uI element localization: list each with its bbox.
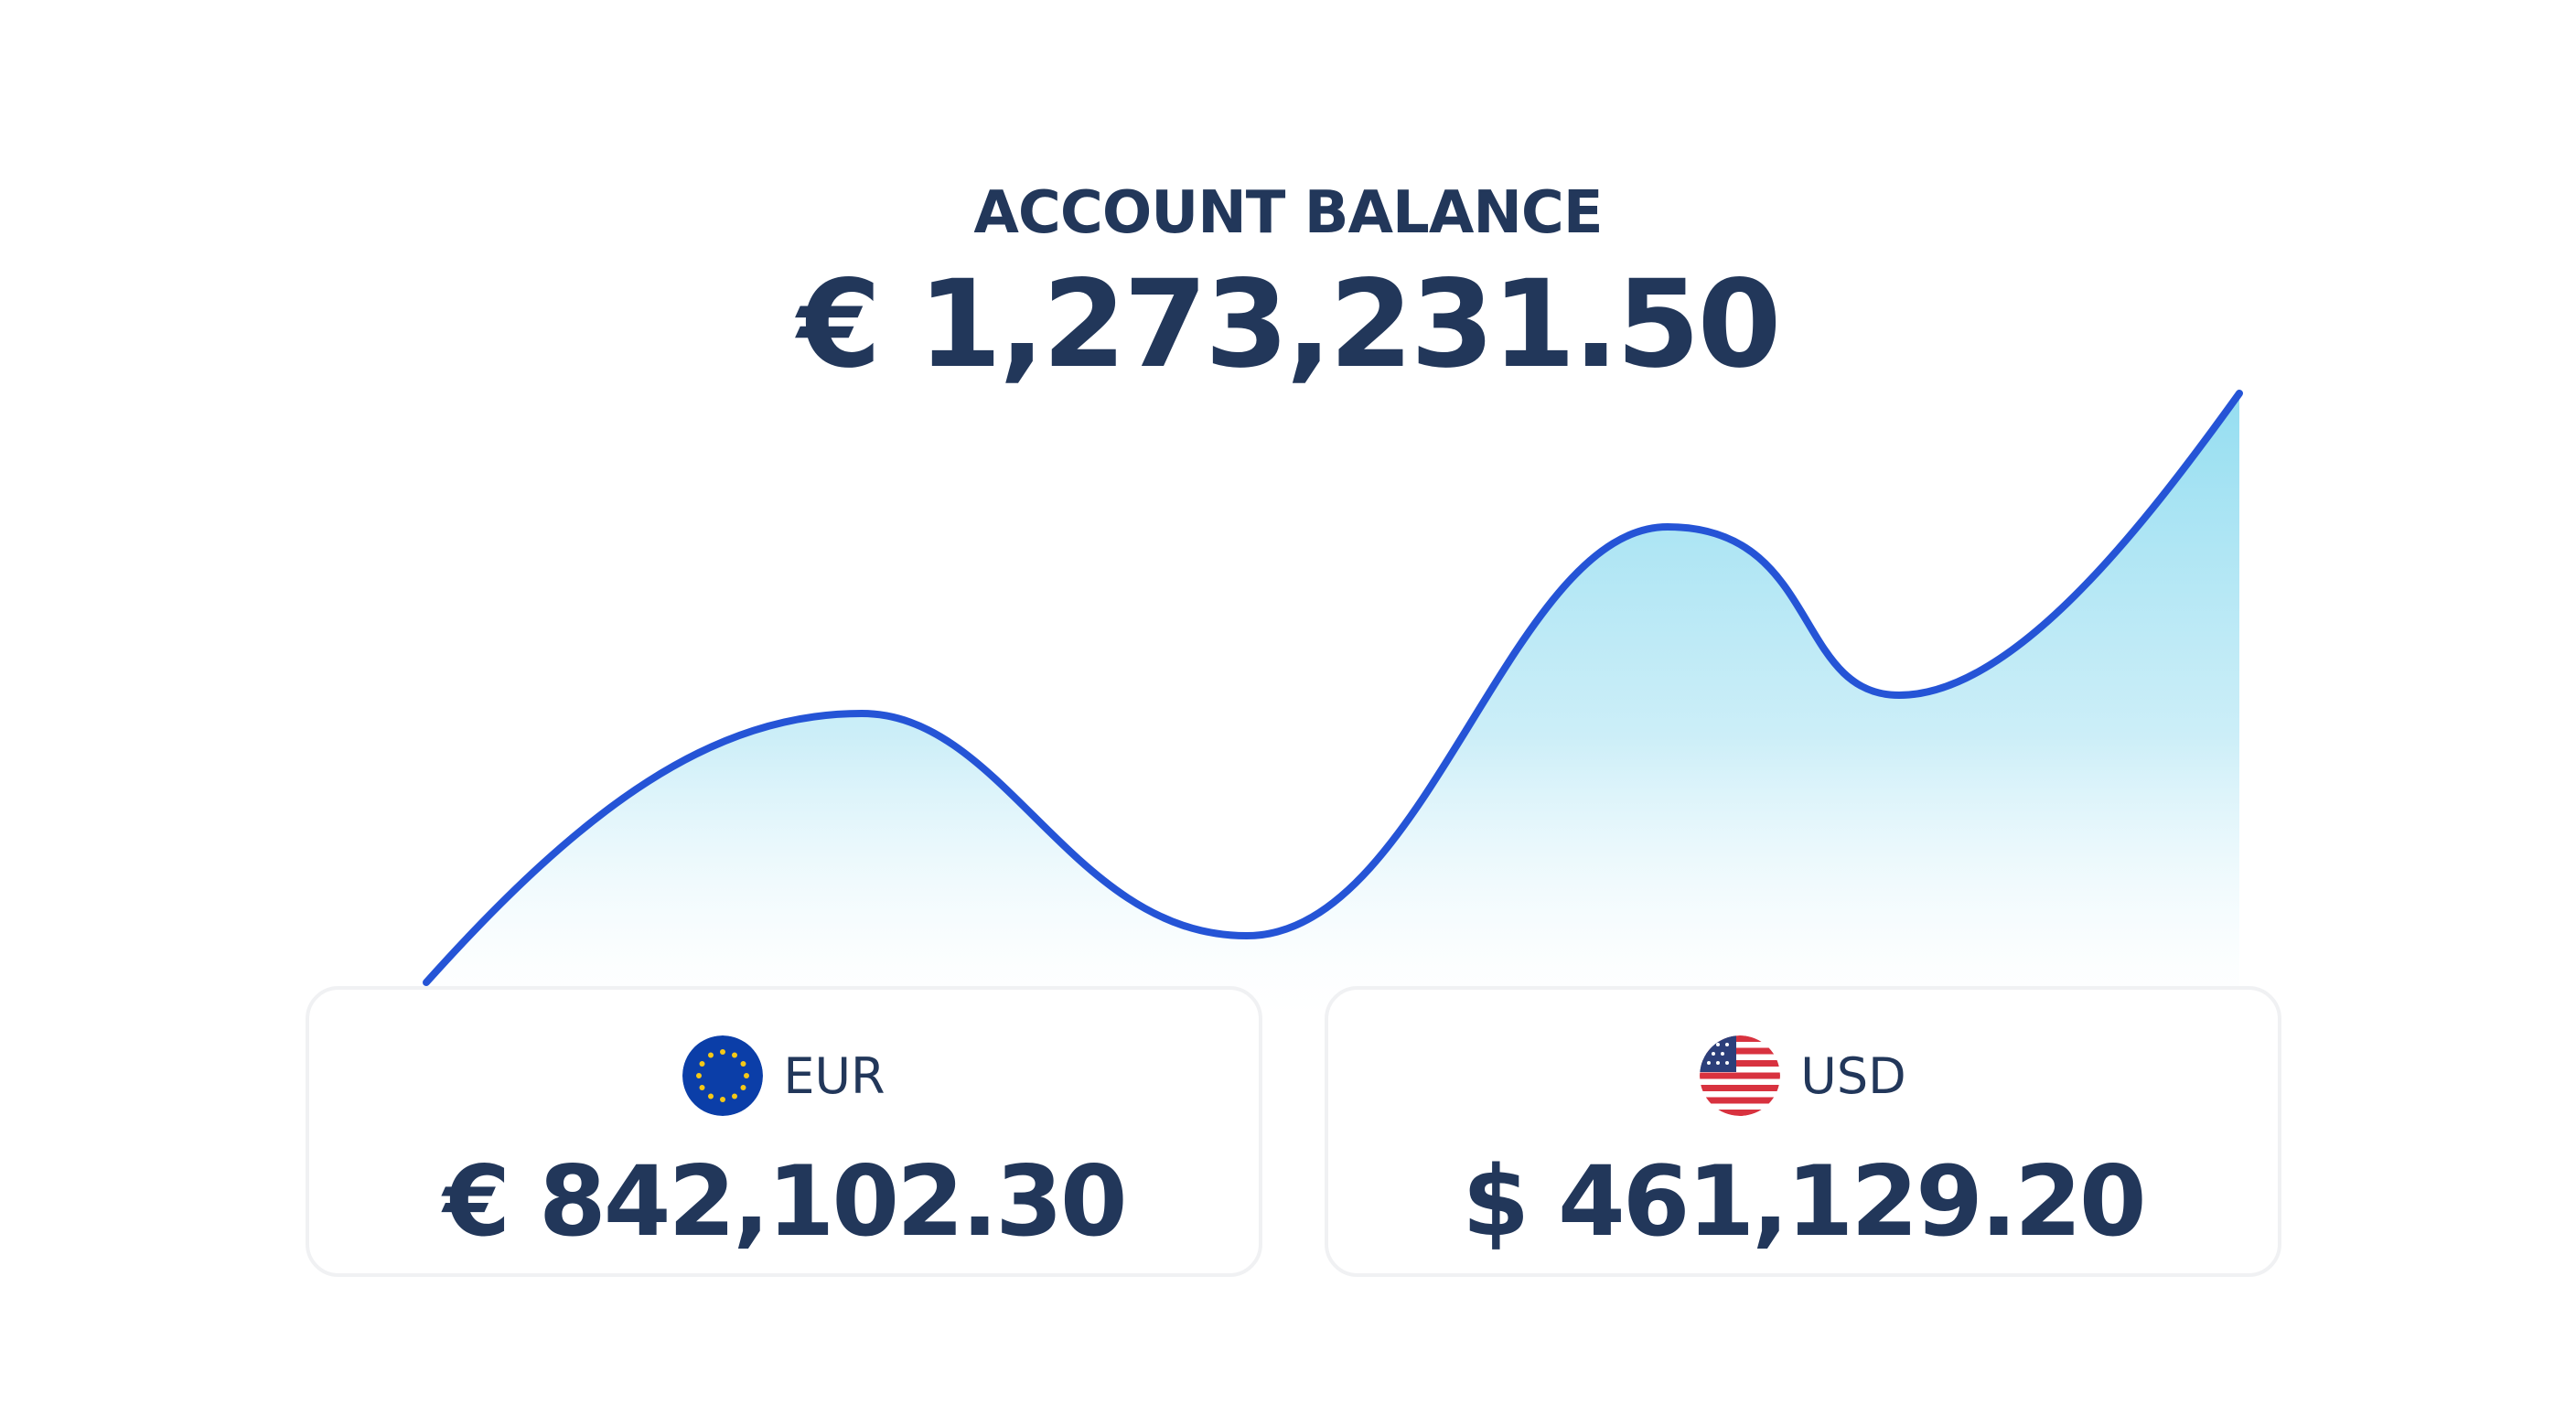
trend-line: [423, 390, 2243, 986]
currency-code: USD: [1800, 1046, 1906, 1105]
account-card-usd[interactable]: USD $ 461,129.20: [1325, 986, 2281, 1277]
eu-flag-icon: [682, 1035, 764, 1116]
currency-code: EUR: [783, 1046, 886, 1105]
account-header: USD: [1328, 1035, 2278, 1116]
account-amount: € 842,102.30: [443, 1145, 1127, 1258]
account-amount: $ 461,129.20: [1462, 1145, 2146, 1258]
account-card-eur[interactable]: EUR € 842,102.30: [306, 986, 1262, 1277]
page-title: ACCOUNT BALANCE: [973, 179, 1603, 247]
total-balance: € 1,273,231.50: [797, 254, 1782, 395]
trend-area: [426, 393, 2239, 1015]
account-header: EUR: [309, 1035, 1259, 1116]
us-flag-icon: [1700, 1035, 1781, 1116]
